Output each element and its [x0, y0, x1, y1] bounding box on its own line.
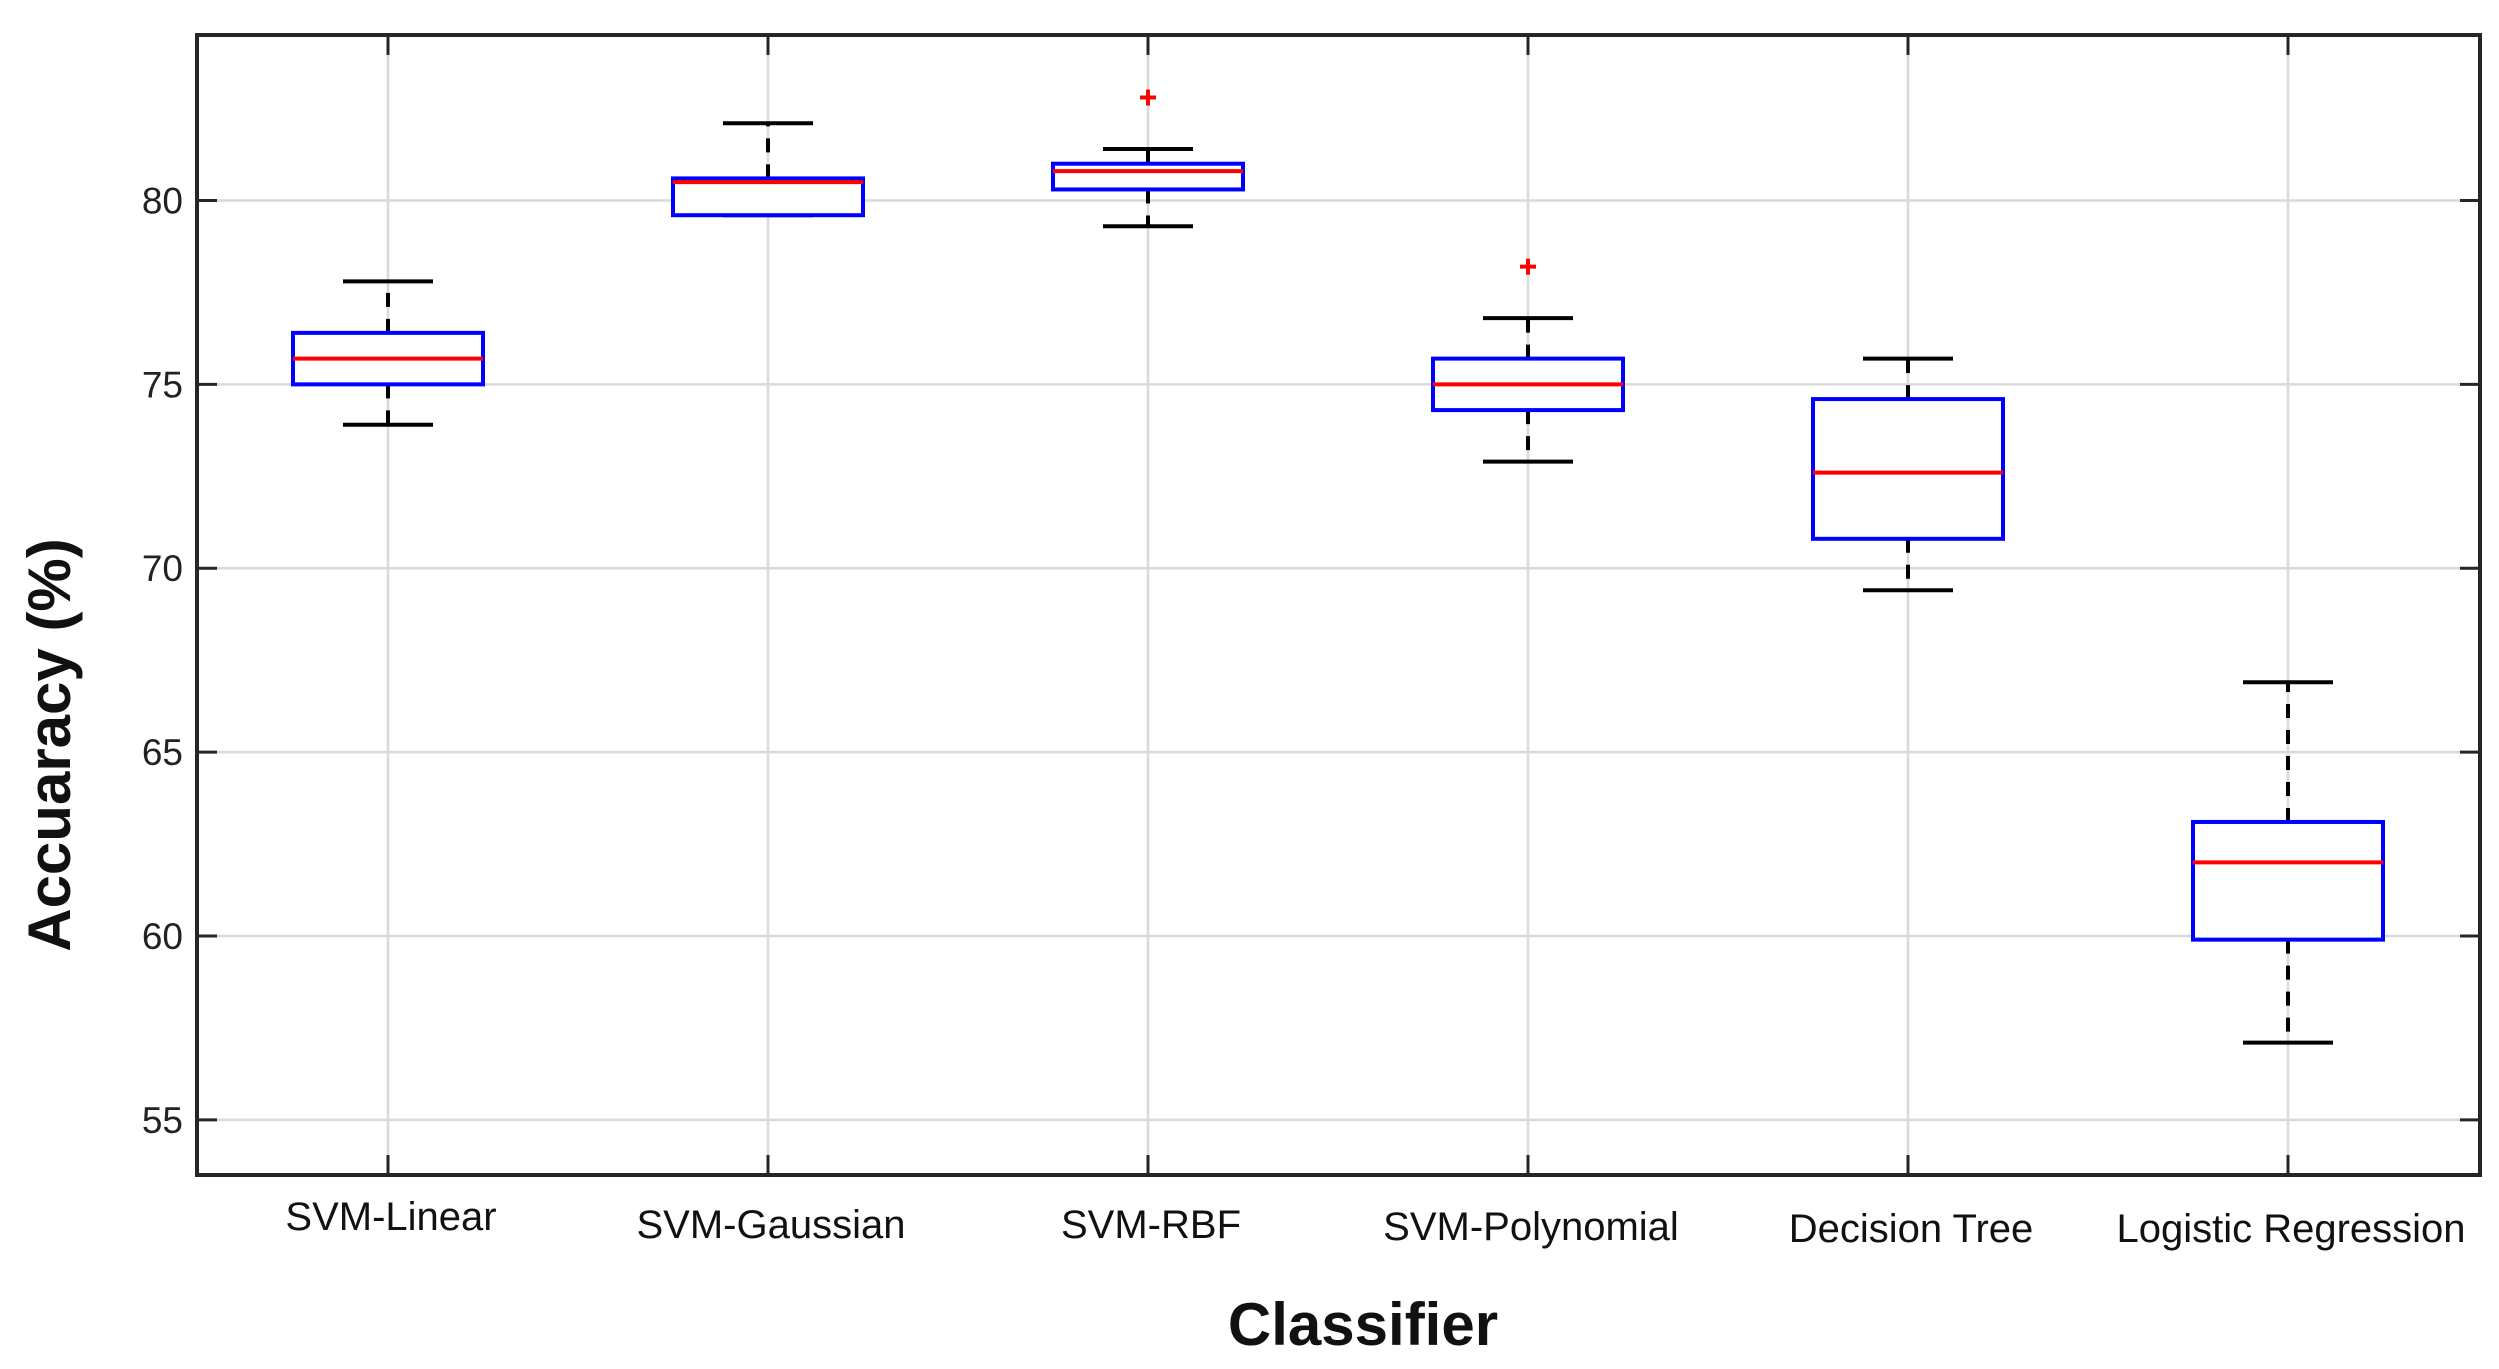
x-tick-label: Decision Tree	[1789, 1207, 2034, 1251]
box-logistic-regression	[2191, 680, 2385, 1045]
y-axis-title: Accuaracy (%)	[16, 538, 83, 952]
x-tick-label: SVM-Polynomial	[1383, 1205, 1679, 1249]
box-svm-rbf	[1051, 89, 1245, 229]
y-tick-label: 80	[142, 180, 183, 221]
y-tick-label: 60	[142, 916, 183, 957]
axes	[195, 33, 2482, 1177]
iqr-box	[2191, 819, 2385, 942]
box-series	[291, 89, 2385, 1045]
box-svm-gaussian	[671, 121, 865, 218]
box-svm-polynomial	[1431, 258, 1625, 464]
y-tick-label: 55	[142, 1100, 183, 1141]
box-decision-tree	[1811, 356, 2005, 593]
box-svm-linear	[291, 279, 485, 427]
outlier-marker	[1520, 258, 1536, 275]
x-tick-label: SVM-Gaussian	[637, 1203, 906, 1247]
iqr-box	[671, 176, 865, 218]
plot-frame	[195, 33, 2482, 1177]
axis-labels: 55 60 65 70 75 80 SVM-Linear SVM-Gaussian SVM-RB…	[142, 180, 2466, 1251]
y-tick-label: 70	[142, 548, 183, 589]
x-axis-title: Classifier	[1228, 1291, 1498, 1358]
iqr-box	[1811, 397, 2005, 541]
y-tick-label: 75	[142, 364, 183, 405]
y-tick-label: 65	[142, 732, 183, 773]
x-tick-label: SVM-Linear	[285, 1195, 496, 1239]
x-tick-label: Logistic Regression	[2116, 1207, 2465, 1251]
outlier-marker	[1140, 89, 1156, 106]
grid-lines	[197, 35, 2480, 1175]
iqr-box	[1051, 161, 1245, 192]
x-tick-label: SVM-RBF	[1061, 1203, 1241, 1247]
